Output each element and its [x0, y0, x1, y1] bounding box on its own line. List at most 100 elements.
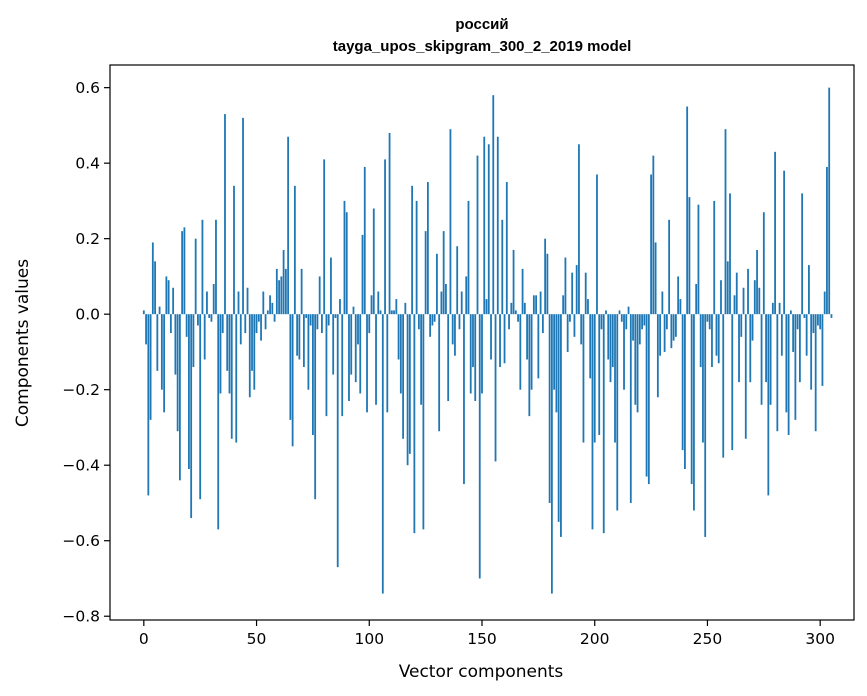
- bar-13: [172, 287, 175, 315]
- bar-71: [302, 314, 305, 368]
- bar-16: [178, 314, 181, 481]
- bar-283: [780, 314, 783, 356]
- bar-19: [185, 314, 188, 337]
- bar-177: [541, 314, 544, 334]
- bar-124: [422, 314, 425, 530]
- bar-196: [584, 272, 587, 315]
- bar-242: [688, 197, 691, 315]
- bar-18: [183, 227, 186, 315]
- bar-161: [505, 182, 508, 315]
- chart-title: россий: [455, 16, 508, 33]
- bar-236: [674, 314, 677, 337]
- bar-118: [408, 314, 411, 454]
- y-tick-label-6: 0.4: [75, 155, 100, 173]
- bar-119: [411, 185, 414, 315]
- y-axis-label: Components values: [13, 259, 33, 427]
- bar-183: [555, 314, 558, 413]
- bar-297: [812, 314, 815, 334]
- bar-167: [519, 314, 522, 390]
- bar-187: [564, 257, 567, 315]
- bar-117: [406, 314, 409, 466]
- bar-26: [201, 219, 204, 315]
- bar-82: [327, 314, 330, 326]
- bar-45: [244, 314, 247, 334]
- bar-277: [767, 314, 770, 496]
- bar-107: [384, 159, 386, 315]
- bar-113: [397, 314, 400, 360]
- bar-130: [436, 253, 438, 315]
- bar-267: [744, 314, 747, 439]
- bar-0: [142, 310, 145, 315]
- bar-208: [611, 314, 614, 368]
- bar-5: [154, 261, 156, 315]
- x-tick-label-200: 200: [580, 630, 610, 648]
- bar-263: [735, 272, 738, 315]
- bar-285: [785, 314, 788, 413]
- bar-287: [789, 310, 792, 315]
- bar-251: [708, 314, 711, 330]
- bar-212: [620, 314, 623, 322]
- bar-200: [593, 314, 596, 443]
- bar-22: [192, 314, 195, 368]
- bar-75: [312, 314, 314, 435]
- bar-238: [679, 299, 682, 315]
- bar-138: [454, 314, 456, 356]
- bar-152: [485, 299, 488, 315]
- bar-93: [352, 306, 355, 315]
- bar-64: [287, 136, 290, 315]
- bar-181: [550, 314, 553, 594]
- bar-88: [341, 314, 344, 417]
- bar-112: [395, 299, 398, 315]
- bar-286: [787, 314, 790, 435]
- bar-121: [415, 200, 418, 315]
- bar-233: [668, 219, 671, 315]
- chart-subtitle: tayga_upos_skipgram_300_2_2019 model: [333, 38, 632, 55]
- bar-47: [248, 314, 251, 398]
- bar-70: [300, 268, 303, 315]
- bar-160: [503, 314, 506, 364]
- bar-232: [665, 314, 668, 330]
- bar-245: [695, 283, 698, 315]
- y-tick-label-1: −0.6: [62, 532, 100, 550]
- bar-48: [251, 314, 253, 371]
- bar-188: [566, 314, 569, 352]
- bar-272: [756, 250, 758, 315]
- bar-32: [215, 219, 217, 315]
- x-tick-label-250: 250: [693, 630, 723, 648]
- bar-52: [260, 314, 262, 341]
- bar-33: [217, 314, 220, 530]
- bar-159: [501, 219, 504, 315]
- bar-78: [318, 276, 321, 315]
- bar-146: [472, 314, 474, 368]
- bars-group: [142, 87, 833, 594]
- bar-67: [293, 185, 296, 315]
- bar-3: [149, 314, 152, 420]
- bar-59: [275, 268, 278, 315]
- bar-275: [762, 212, 765, 315]
- x-tick-label-150: 150: [467, 630, 497, 648]
- bar-292: [801, 193, 804, 315]
- bar-247: [699, 314, 702, 368]
- bar-254: [715, 314, 718, 356]
- bar-8: [160, 314, 163, 390]
- bar-202: [598, 314, 601, 435]
- bar-46: [246, 287, 249, 315]
- bar-211: [618, 310, 621, 315]
- bar-139: [456, 246, 459, 315]
- bar-123: [420, 314, 423, 405]
- bar-189: [569, 314, 571, 322]
- bar-281: [776, 314, 779, 432]
- bar-192: [575, 265, 578, 315]
- bar-29: [208, 314, 211, 318]
- bar-303: [826, 166, 828, 315]
- bar-137: [451, 314, 454, 345]
- bar-114: [399, 314, 402, 394]
- bar-58: [273, 314, 276, 322]
- bar-195: [582, 314, 585, 443]
- bar-222: [643, 314, 646, 326]
- y-tick-label-5: 0.2: [75, 230, 100, 248]
- bar-153: [487, 144, 490, 315]
- bar-216: [629, 314, 632, 503]
- bar-122: [417, 314, 420, 330]
- bar-197: [587, 299, 589, 315]
